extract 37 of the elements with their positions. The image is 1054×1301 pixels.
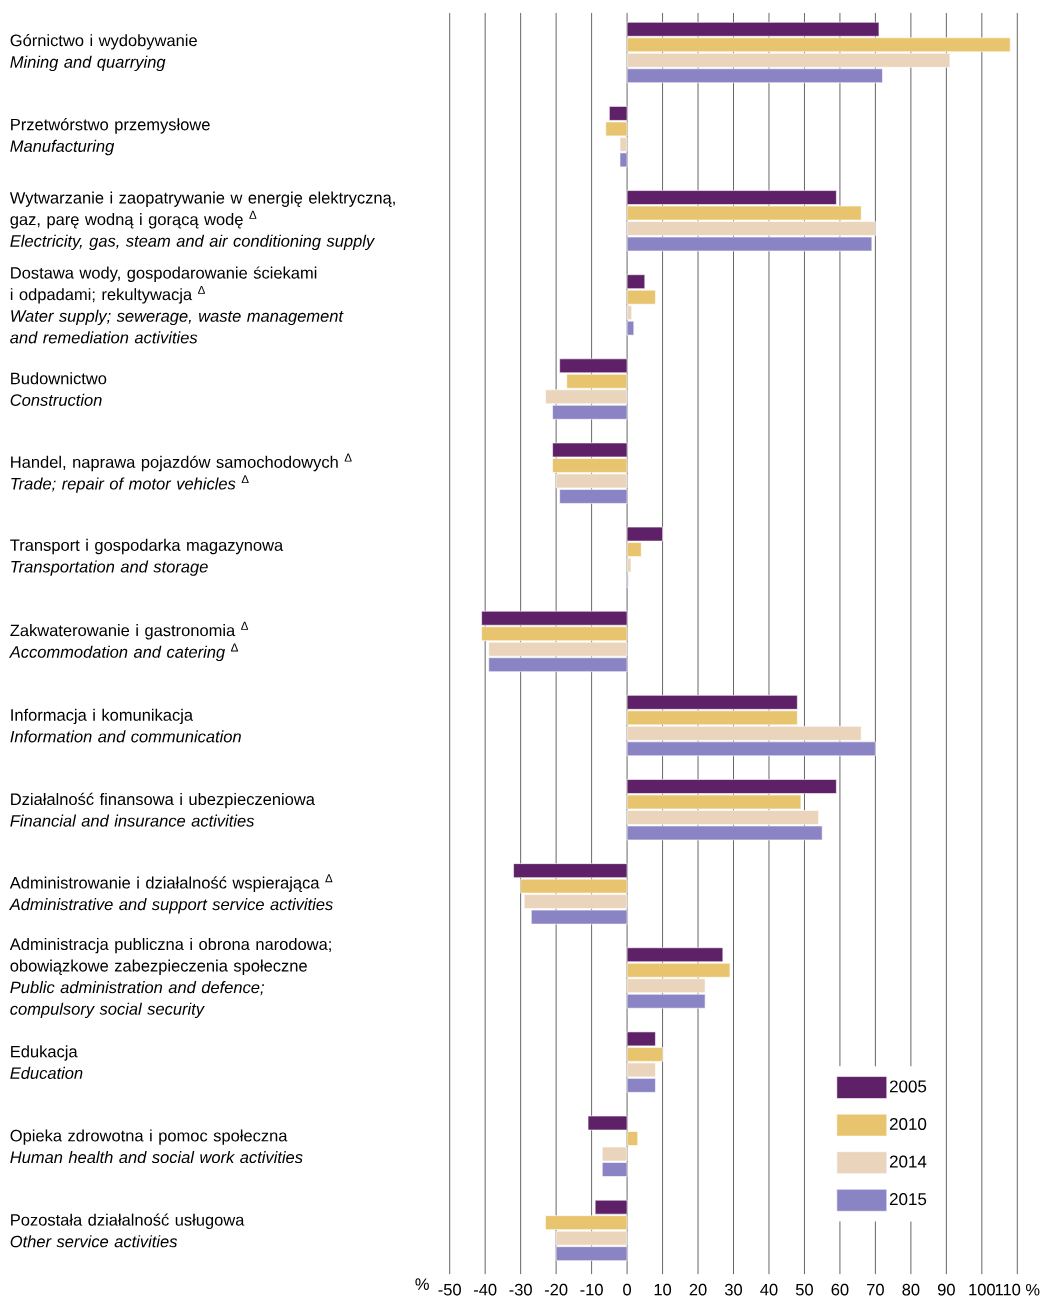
x-tick-label: -10 (580, 1283, 603, 1296)
y-tick-label: Transport i gospodarka magazynowa Transportation and storage (10, 538, 284, 576)
y-tick-label: Pozostała działalność usługowa Other service activities (10, 1213, 245, 1248)
x-tick-label: -30 (509, 1283, 532, 1296)
y-tick-label: Działalność finansowa i ubezpieczeniowa Financial and insurance activities (10, 792, 315, 827)
legend-label: 2014 (889, 1155, 927, 1168)
category-label: Wytwarzanie i zaopatrywanie w energię elektryczną, gaz, parę wodną i gorącą wodę $^{Δ}$ Electricity, gas, steam and air conditioning supply (9, 191, 395, 251)
x-tick-label: -20 (544, 1283, 568, 1296)
y-tick-label: Edukacja Education (10, 1045, 83, 1079)
category-label: Zakwaterowanie i gastronomia $^{Δ}$ Accommodation and catering $^{Δ}$ (8, 621, 248, 662)
x-tick-label: 10 (654, 1283, 671, 1296)
x-tick-label: 60 (831, 1283, 849, 1296)
x-tick-label: 110 % (995, 1283, 1040, 1296)
x-tick-label: 20 (689, 1283, 707, 1296)
x-tick-label: -50 (438, 1283, 461, 1296)
x-tick-label: 100 (969, 1283, 995, 1296)
legend-label: 2015 (889, 1193, 927, 1206)
y-tick-label: Górnictwo i wydobywanie Mining and quarrying (10, 33, 197, 72)
legend-label: 2010 (889, 1117, 927, 1130)
x-tick-label: -40 (473, 1283, 497, 1296)
category-label: Administrowanie i działalność wspierająca $^{Δ}$ Administrative and support service activities (8, 874, 333, 914)
x-tick-label: 90 (937, 1283, 955, 1296)
y-tick-label: Informacja i komunikacja Information and communication (10, 708, 241, 743)
y-tick-label: Przetwórstwo przemysłowe Manufacturing (10, 118, 210, 156)
x-tick-label: 30 (724, 1283, 742, 1296)
legend-label: 2005 (889, 1080, 927, 1093)
x-tick-label: 0 (622, 1283, 631, 1296)
x-tick-label: 70 (866, 1283, 884, 1296)
x-axis-title: % (415, 1278, 429, 1290)
y-tick-label: Administracja publiczna i obrona narodowa; obowiązkowe zabezpieczenia społeczne Public administration and defence; compulsory social security (9, 937, 331, 1019)
category-label: Handel, naprawa pojazdów samochodowych $^{Δ}$ Trade; repair of motor vehicles $^{Δ}$ (11, 453, 352, 493)
category-label: Dostawa wody, gospodarowanie ściekami i odpadami; rekultywacja $^{Δ}$ Water supply; sewerage, waste management and remediation activities (10, 266, 344, 344)
x-tick-label: 80 (902, 1283, 920, 1296)
x-tick-label: 50 (795, 1283, 813, 1296)
y-tick-label: Opieka zdrowotna i pomoc społeczna Human health and social work activities (10, 1129, 303, 1164)
y-tick-label: Budownictwo Construction (10, 372, 107, 406)
x-tick-label: 40 (760, 1283, 778, 1296)
